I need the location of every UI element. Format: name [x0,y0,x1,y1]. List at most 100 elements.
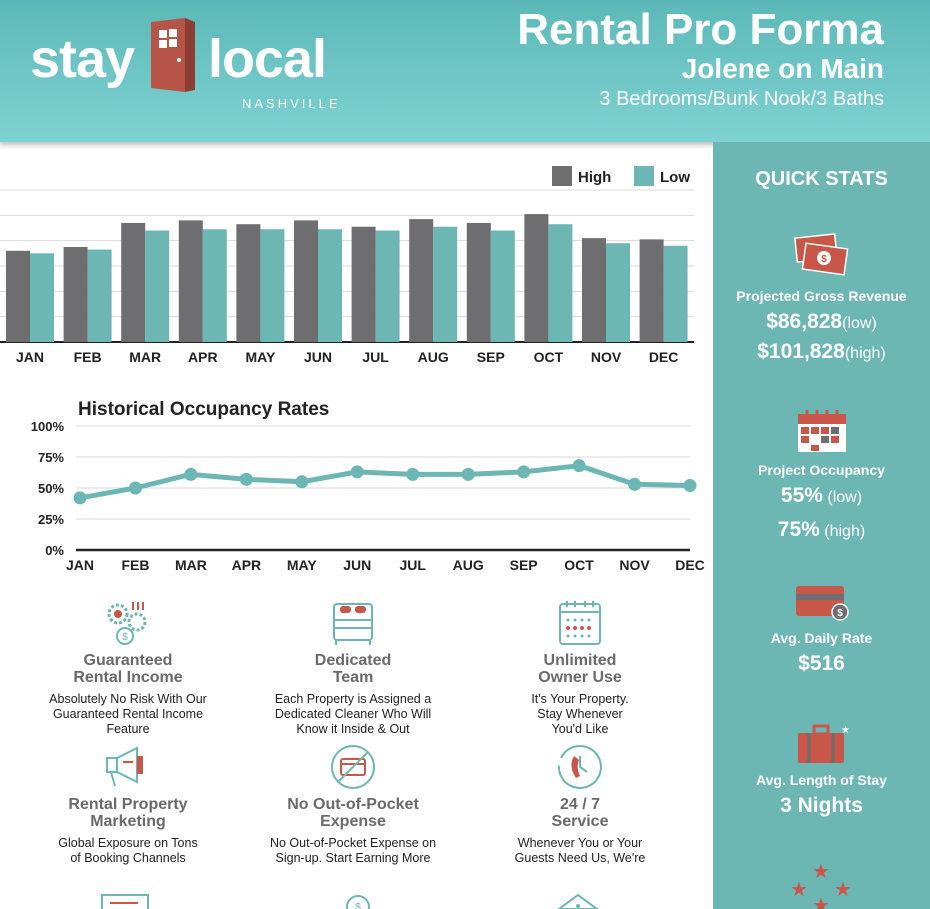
x-tick-label: JAN [66,557,94,573]
header-titles: Rental Pro Forma Jolene on Main 3 Bedroo… [517,6,884,114]
cash-icon: $ [793,233,848,276]
bar-low-dec [663,245,688,342]
data-point-mar [184,467,198,481]
door-icon [151,18,195,92]
credit-card-icon: $ [795,586,849,621]
bar-low-jul [375,230,400,342]
bar-high-feb [63,247,88,342]
feature-dedicated-team: Dedicated Team Each Property is Assigned … [238,598,468,737]
logo-word-stay: stay [30,29,135,89]
suitcase-icon: ★ [797,724,849,763]
x-tick-label: MAY [245,349,275,365]
bar-high-mar [121,222,146,342]
data-point-may [295,475,309,489]
x-tick-label: JUL [362,349,389,365]
feature-title: Unlimited Owner Use [538,652,622,686]
revenue-low: $86,828(low) [766,310,877,333]
x-tick-label: SEP [510,557,538,573]
bar-high-oct [524,214,549,342]
calendar-icon [559,601,601,645]
svg-text:$: $ [122,632,128,643]
bar-low-jun [318,229,342,342]
feature-description: Absolutely No Risk With Our Guaranteed Re… [49,692,207,736]
x-tick-label: NOV [619,557,650,573]
bar-high-aug [409,219,434,342]
x-tick-label: NOV [591,349,622,365]
bar-high-jun [294,220,318,342]
feature-description: No Out-of-Pocket Expense on Sign-up. Star… [269,836,437,865]
header-banner: stay local NASHVILLE Rental Pro Forma Jo… [0,0,930,142]
phone-clock-icon [557,745,602,789]
svg-text:★: ★ [841,725,849,736]
data-point-feb [128,481,142,495]
feature-owner-use: Unlimited Owner Use It's Your Property. St… [465,598,695,737]
logo-word-local: local [208,29,327,89]
quick-stats-title: QUICK STATS [755,168,888,190]
stat-gross-revenue: $ Projected Gross Revenue $86,828(low) $… [713,232,930,364]
feature-no-expense: No Out-of-Pocket Expense No Out-of-Pocket… [238,742,468,866]
revenue-high: $101,828(high) [757,340,886,363]
x-tick-label: APR [232,557,262,573]
feature-24-7-service: 24 / 7 Service Whenever You or Your Guests… [465,742,695,866]
svg-text:$: $ [821,254,827,265]
feature-title: No Out-of-Pocket Expense [287,796,419,830]
data-point-jan [73,491,87,505]
legend-label-high: High [578,169,611,186]
data-point-jun [350,465,364,479]
occupancy-calendar-icon [797,410,846,452]
legend-swatch-high [552,166,572,186]
x-tick-label: AUG [453,557,484,573]
svg-text:★: ★ [812,895,830,909]
occupancy-low: 55% (low) [780,484,863,507]
bar-high-jul [351,226,376,342]
logo-city: NASHVILLE [242,96,341,111]
x-tick-label: APR [188,349,218,365]
x-tick-label: OCT [534,349,564,365]
x-tick-label: OCT [564,557,594,573]
bar-low-sep [490,230,515,342]
legend-label-low: Low [660,169,690,186]
bar-low-nov [606,243,630,342]
gears-money-icon: $ [107,602,147,645]
data-point-apr [239,472,253,486]
x-tick-label: SEP [477,349,505,365]
feature-description: Whenever You or Your Guests Need Us, We'r… [514,836,646,865]
stat-label: Avg. Daily Rate [770,630,873,646]
y-tick-label: 50% [38,481,64,496]
occupancy-high: 75% (high) [777,518,866,541]
data-point-jul [406,467,420,481]
data-point-oct [572,459,586,473]
occupancy-line-chart: Historical Occupancy Rates 100% 75% 50% 25% 0… [31,399,705,573]
quick-stats-panel: QUICK STATS $ Projected Gross Revenue $8… [713,142,930,909]
length-of-stay-value: 3 Nights [780,794,863,817]
y-tick-label: 25% [38,512,64,527]
stat-label: Projected Gross Revenue [736,288,907,304]
bar-low-feb [87,249,112,342]
rating-stars-icon: ★ ★ ★ ★ [790,861,852,909]
stat-daily-rate: $ Avg. Daily Rate $516 [713,584,930,676]
bar-high-dec [639,239,664,342]
feature-guaranteed-income: $ Guaranteed Rental Income Absolutely No … [13,598,243,737]
money-icon: $ [346,895,370,909]
bar-low-aug [433,226,458,342]
no-card-icon [331,745,375,789]
house-icon [557,893,599,909]
bar-high-jan [6,250,30,342]
bar-high-apr [178,220,203,342]
feature-marketing: Rental Property Marketing Global Exposure… [13,742,243,866]
y-tick-label: 100% [31,419,65,434]
feature-title: Guaranteed Rental Income [73,652,183,686]
x-tick-label: DEC [649,349,679,365]
bar-low-apr [202,229,227,342]
bar-low-may [260,229,285,342]
svg-text:$: $ [355,902,361,909]
svg-text:$: $ [837,608,843,619]
bar-high-sep [466,222,491,342]
x-tick-label: MAY [287,557,317,573]
chart-title: Historical Occupancy Rates [78,399,329,420]
feature-title: 24 / 7 Service [551,796,609,830]
legend-swatch-low [634,166,654,186]
data-point-nov [628,477,642,491]
page-title: Rental Pro Forma [517,5,884,54]
data-point-aug [461,467,475,481]
